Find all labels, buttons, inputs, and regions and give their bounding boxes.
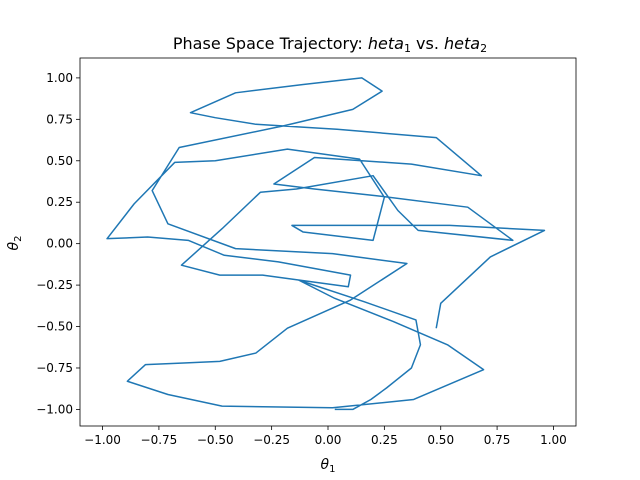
y-tick-label: 0.25	[46, 195, 73, 209]
y-tick-label: −0.25	[36, 278, 73, 292]
y-axis-label-sub: 2	[13, 236, 24, 242]
title-sub2: 2	[480, 42, 487, 55]
title-mid: vs.	[411, 34, 444, 53]
x-tick-label: 1.00	[540, 433, 567, 447]
y-axis-label-base: θ	[6, 241, 22, 250]
chart-title: Phase Space Trajectory: heta1 vs. heta2	[173, 34, 487, 55]
y-tick-label: 0.75	[46, 112, 73, 126]
x-tick-label: −0.75	[141, 433, 178, 447]
x-axis-label: θ1	[321, 457, 336, 475]
axes-frame	[79, 57, 577, 427]
y-tick-label: −0.75	[36, 361, 73, 375]
trajectory-line	[106, 77, 546, 411]
x-tick-label: −0.50	[197, 433, 234, 447]
y-axis-label: θ2	[6, 236, 24, 251]
y-tick-label: −0.50	[36, 320, 73, 334]
x-tick-label: 0.00	[315, 433, 342, 447]
y-tick-label: 0.00	[46, 237, 73, 251]
title-prefix: Phase Space Trajectory:	[173, 34, 368, 53]
title-var2: heta	[444, 34, 480, 53]
plot-area: −1.00 −0.75 −0.50 −0.25 0.00 0.25 0.50 0.75 1.00…	[36, 57, 577, 447]
x-axis-label-base: θ	[321, 457, 330, 473]
x-tick-label: 0.25	[371, 433, 398, 447]
x-axis-label-sub: 1	[329, 464, 335, 475]
x-tick-label: −0.25	[253, 433, 290, 447]
title-var1: heta	[368, 34, 404, 53]
title-sub1: 1	[404, 42, 411, 55]
x-tick-label: 0.75	[484, 433, 511, 447]
x-tick-label: 0.50	[427, 433, 454, 447]
y-tick-label: 1.00	[46, 71, 73, 85]
y-tick-label: 0.50	[46, 154, 73, 168]
y-tick-label: −1.00	[36, 402, 73, 416]
x-tick-label: −1.00	[84, 433, 121, 447]
